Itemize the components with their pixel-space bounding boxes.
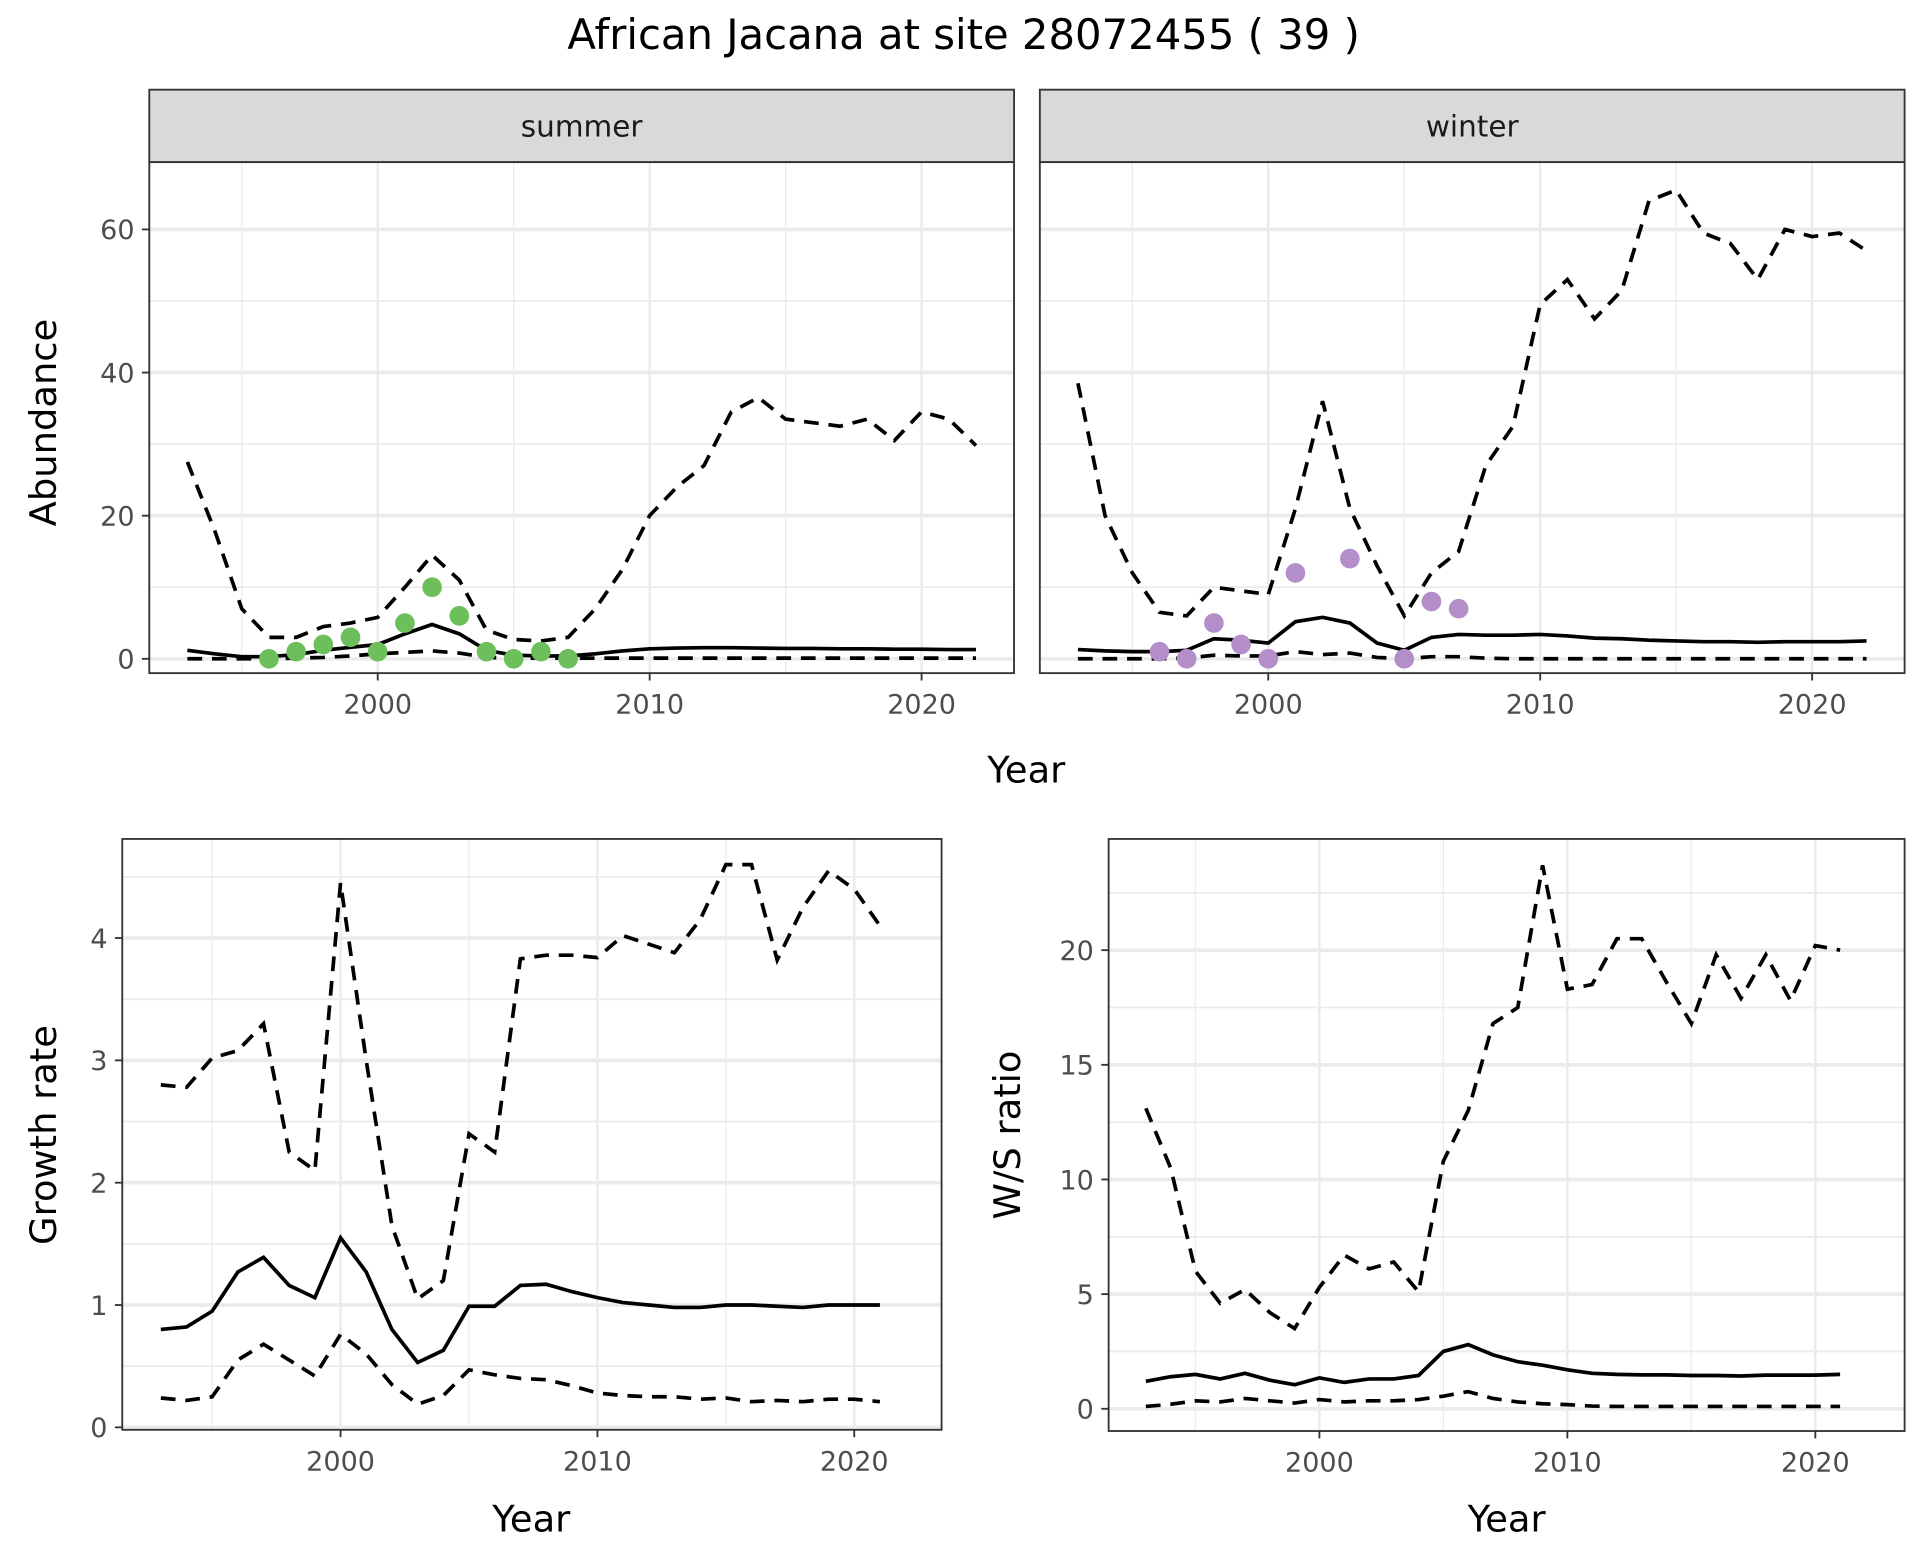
series-line-upper — [1076, 187, 1868, 620]
data-point — [558, 648, 578, 669]
x-axis-title-growth: Year — [491, 1498, 571, 1541]
data-point — [1176, 648, 1197, 669]
data-point — [476, 641, 497, 662]
y-tick-label: 3 — [90, 1046, 107, 1077]
strip-winter — [1038, 88, 1906, 164]
panel-1: 2000 2010 2020 — [1038, 161, 1906, 721]
data-point — [1448, 598, 1469, 619]
x-tick-label: 2010 — [1533, 1448, 1602, 1479]
data-point — [1231, 634, 1251, 655]
y-tick-label: 20 — [1059, 936, 1093, 967]
x-axis-title-abundance: Year — [986, 748, 1066, 791]
x-tick-label: 2020 — [1781, 1448, 1850, 1479]
x-tick-label: 2000 — [306, 1446, 375, 1477]
series-line-lower — [160, 1331, 881, 1407]
y-tick-label: 5 — [1077, 1280, 1094, 1311]
y-axis-title-growth: Growth rate — [22, 1025, 65, 1245]
data-point — [531, 641, 551, 662]
data-point — [1340, 548, 1360, 569]
data-point — [313, 634, 334, 655]
x-tick-label: 2000 — [343, 690, 412, 721]
series-line-upper — [1144, 865, 1841, 1332]
x-tick-label: 2020 — [1778, 690, 1847, 721]
panel-border — [121, 838, 943, 1431]
x-tick-label: 2000 — [1234, 690, 1303, 721]
y-tick-label: 0 — [1077, 1395, 1094, 1426]
y-tick-label: 10 — [1059, 1165, 1093, 1196]
x-tick-label: 2010 — [615, 690, 684, 721]
data-point — [449, 606, 470, 626]
data-point — [286, 641, 306, 662]
series-line-lower — [1145, 1389, 1841, 1409]
panel-3: 2000 2010 2020 0 5 10 15 20 — [1059, 838, 1906, 1479]
panel-border — [1107, 838, 1906, 1432]
y-tick-label: 0 — [117, 645, 134, 676]
x-tick-label: 2000 — [1285, 1448, 1354, 1479]
y-tick-label: 60 — [100, 215, 134, 246]
data-point — [1258, 648, 1279, 669]
series-line-lower — [1077, 649, 1867, 661]
chart-title: African Jacana at site 28072455 ( 39 ) — [567, 10, 1359, 59]
x-tick-label: 2010 — [1506, 690, 1575, 721]
strip-summer — [148, 88, 1015, 164]
data-point — [503, 648, 524, 669]
series-line-mean — [1145, 1342, 1841, 1387]
panel-border — [148, 161, 1015, 675]
x-tick-label: 2020 — [820, 1446, 889, 1477]
data-point — [340, 627, 361, 648]
x-axis-title-ws: Year — [1467, 1498, 1547, 1541]
y-tick-label: 20 — [100, 502, 134, 533]
panel-2: 2000 2010 2020 0 1 2 3 4 — [90, 838, 943, 1477]
y-axis-title-abundance: Abundance — [22, 319, 65, 527]
series-line-upper — [160, 862, 882, 1302]
data-point — [367, 641, 388, 662]
data-point — [1394, 648, 1415, 669]
data-point — [1204, 613, 1224, 633]
y-tick-label: 15 — [1059, 1051, 1093, 1082]
y-tick-label: 2 — [90, 1169, 107, 1200]
series-line-upper — [185, 395, 978, 643]
series-line-lower — [187, 649, 976, 661]
y-tick-label: 4 — [90, 924, 107, 955]
y-tick-label: 1 — [90, 1291, 107, 1322]
series-line-mean — [1077, 615, 1867, 654]
y-tick-label: 0 — [90, 1413, 107, 1444]
data-point — [259, 648, 279, 669]
y-tick-label: 40 — [100, 358, 134, 389]
data-point — [1421, 591, 1442, 612]
y-axis-title-ws: W/S ratio — [986, 1051, 1029, 1220]
series-line-mean — [160, 1234, 880, 1365]
panel-0: 2000 2010 2020 0 20 40 60 — [100, 161, 1015, 721]
strip-label-summer: summer — [521, 109, 644, 143]
data-point — [422, 577, 442, 598]
panel-border — [1038, 161, 1906, 675]
x-tick-label: 2010 — [563, 1446, 632, 1477]
data-point — [1149, 641, 1170, 662]
x-tick-label: 2020 — [887, 690, 956, 721]
data-point — [395, 613, 415, 633]
strip-label-winter: winter — [1426, 109, 1520, 143]
data-point — [1285, 563, 1306, 583]
